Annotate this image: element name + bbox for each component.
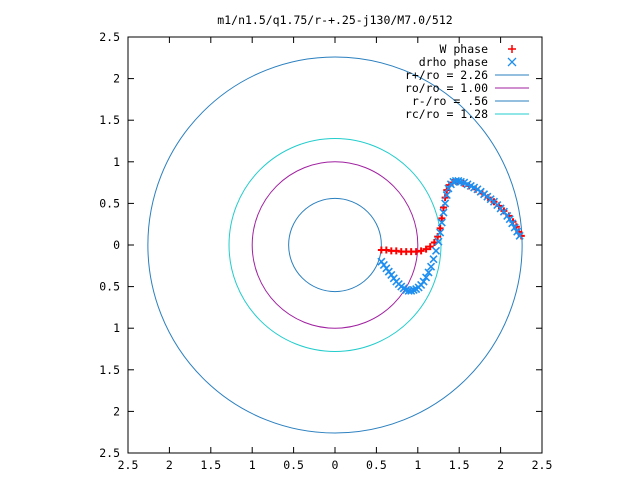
- drho-phase-point: [515, 231, 524, 240]
- y-tick-label: 1: [113, 321, 120, 335]
- series-0: [377, 178, 525, 256]
- drho-phase-point: [426, 262, 436, 271]
- legend-label: r-/ro = .56: [412, 94, 488, 108]
- drho-phase-point: [409, 285, 418, 294]
- data-series: [377, 176, 525, 295]
- x-tick-label: 2: [166, 458, 173, 472]
- y-tick-label: 2.5: [99, 446, 120, 460]
- x-tick-label: 2.5: [118, 458, 139, 472]
- x-tick-label: 1.5: [449, 458, 470, 472]
- circle-0: [147, 56, 523, 434]
- y-tick-label: 1: [113, 155, 120, 169]
- y-tick-label: 0.5: [99, 196, 120, 210]
- x-tick-label: 0.5: [283, 458, 304, 472]
- y-tick-label: 2: [113, 404, 120, 418]
- drho-phase-point: [431, 246, 441, 255]
- x-tick-label: 0.5: [366, 458, 387, 472]
- w-phase-point: [438, 214, 446, 222]
- x-tick-label: 0: [332, 458, 339, 472]
- w-phase-point: [417, 247, 425, 255]
- drho-phase-point: [454, 176, 463, 186]
- y-axis-ticks: 2.5 2 1.5 1 0.5 0 0.5 1 1.5 2 2.5: [99, 30, 542, 460]
- legend-cross-marker: [507, 57, 517, 67]
- w-phase-point: [436, 224, 444, 232]
- x-tick-label: 1.5: [200, 458, 221, 472]
- legend-label: ro/ro = 1.00: [405, 81, 488, 95]
- drho-phase-point: [508, 219, 517, 228]
- drho-phase-point: [436, 228, 445, 237]
- y-tick-label: 2: [113, 72, 120, 86]
- y-tick-label: 2.5: [99, 30, 120, 44]
- drho-phase-point: [407, 286, 416, 295]
- circle-1: [251, 161, 419, 329]
- chart-title: m1/n1.5/q1.75/r-+.25-j130/M7.0/512: [217, 13, 452, 27]
- circle-2: [288, 197, 382, 293]
- circle-3: [228, 138, 442, 352]
- legend-label: W phase: [440, 42, 489, 56]
- drho-phase-point: [419, 277, 428, 286]
- x-axis-ticks: 2.5 2 1.5 1 0.5 0 0.5 1 1.5 2 2.5: [118, 37, 553, 472]
- y-tick-label: 0.5: [99, 280, 120, 294]
- w-phase-point: [426, 243, 434, 251]
- drho-phase-point: [442, 191, 451, 200]
- drho-phase-point: [429, 255, 438, 264]
- drho-phase-point: [439, 208, 448, 217]
- x-tick-label: 1: [414, 458, 421, 472]
- series-1: [377, 176, 524, 295]
- drho-phase-point: [505, 215, 514, 224]
- y-tick-label: 1.5: [99, 363, 120, 377]
- drho-phase-point: [441, 199, 450, 208]
- drho-phase-point: [434, 237, 443, 246]
- legend-label: r+/ro = 2.26: [405, 68, 488, 82]
- x-tick-label: 2: [497, 458, 504, 472]
- drho-phase-point: [424, 268, 433, 277]
- legend-label: drho phase: [419, 55, 488, 69]
- y-tick-label: 0: [113, 238, 120, 252]
- legend-plus-marker: [508, 45, 516, 53]
- drho-phase-point: [510, 223, 519, 232]
- y-tick-label: 1.5: [99, 113, 120, 127]
- drho-phase-point: [422, 273, 431, 282]
- x-tick-label: 2.5: [532, 458, 553, 472]
- drho-phase-point: [437, 218, 446, 227]
- legend-label: rc/ro = 1.28: [405, 107, 488, 121]
- drho-phase-point: [444, 184, 453, 193]
- x-tick-label: 1: [249, 458, 256, 472]
- drho-phase-point: [513, 227, 522, 236]
- w-phase-point: [422, 245, 430, 253]
